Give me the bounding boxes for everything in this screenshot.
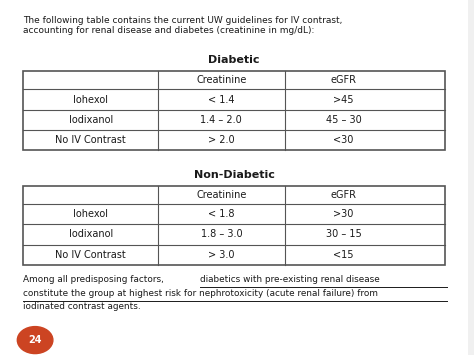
Text: diabetics with pre-existing renal disease: diabetics with pre-existing renal diseas…: [200, 275, 380, 284]
Text: > 2.0: > 2.0: [208, 135, 235, 145]
Text: No IV Contrast: No IV Contrast: [55, 250, 126, 260]
Text: eGFR: eGFR: [330, 190, 356, 200]
Text: Iohexol: Iohexol: [73, 209, 108, 219]
Text: >30: >30: [333, 209, 354, 219]
Text: iodinated contrast agents.: iodinated contrast agents.: [23, 302, 141, 311]
Text: < 1.8: < 1.8: [208, 209, 235, 219]
Text: <30: <30: [333, 135, 354, 145]
Text: Iodixanol: Iodixanol: [69, 229, 113, 240]
Text: <15: <15: [333, 250, 354, 260]
Text: 30 – 15: 30 – 15: [326, 229, 361, 240]
Text: constitute the group at highest risk for nephrotoxicity (acute renal failure) fr: constitute the group at highest risk for…: [23, 289, 378, 298]
Text: 1.8 – 3.0: 1.8 – 3.0: [201, 229, 242, 240]
Text: Iodixanol: Iodixanol: [69, 115, 113, 125]
Text: Iohexol: Iohexol: [73, 94, 108, 105]
Bar: [23, 71, 445, 150]
Circle shape: [18, 327, 53, 354]
Text: > 3.0: > 3.0: [208, 250, 235, 260]
Text: Creatinine: Creatinine: [196, 75, 246, 85]
Text: eGFR: eGFR: [330, 75, 356, 85]
Text: 24: 24: [28, 335, 42, 345]
Text: 1.4 – 2.0: 1.4 – 2.0: [201, 115, 242, 125]
Text: Diabetic: Diabetic: [208, 55, 260, 65]
Text: < 1.4: < 1.4: [208, 94, 235, 105]
Text: Creatinine: Creatinine: [196, 190, 246, 200]
Bar: [23, 186, 445, 265]
Text: >45: >45: [333, 94, 354, 105]
Text: Non-Diabetic: Non-Diabetic: [193, 170, 274, 180]
Text: The following table contains the current UW guidelines for IV contrast,
accounti: The following table contains the current…: [23, 16, 343, 36]
Text: 45 – 30: 45 – 30: [326, 115, 361, 125]
Text: Among all predisposing factors,: Among all predisposing factors,: [23, 275, 167, 284]
Text: No IV Contrast: No IV Contrast: [55, 135, 126, 145]
